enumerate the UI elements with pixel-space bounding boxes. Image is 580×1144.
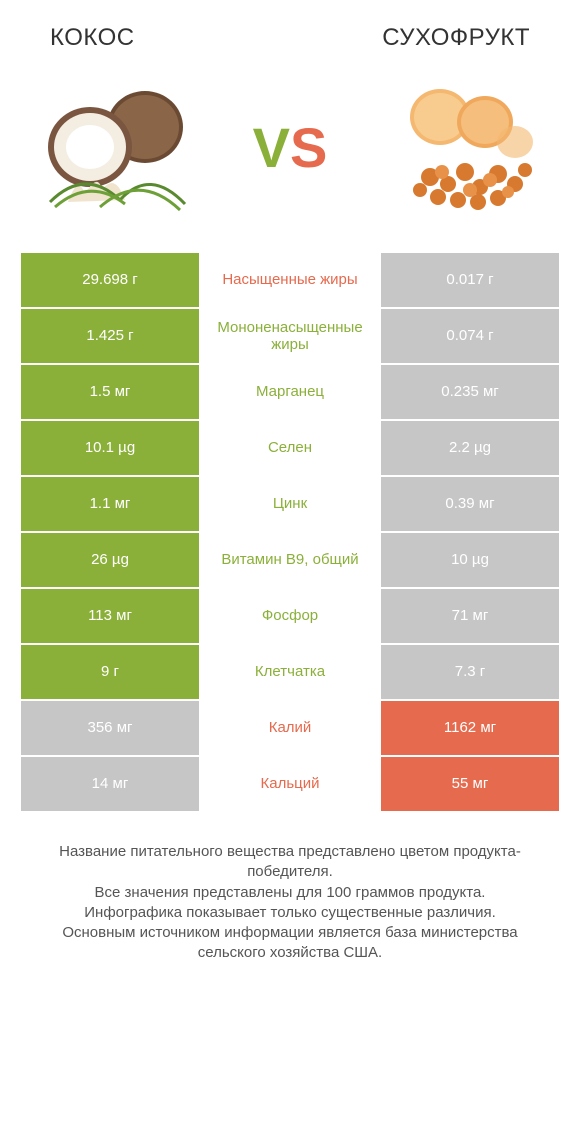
right-value-cell: 7.3 г [380, 644, 560, 700]
header: КОКОС СУХОФРУКТ [0, 0, 580, 62]
table-row: 1.1 мгЦинк0.39 мг [20, 476, 560, 532]
table-row: 26 µgВитамин B9, общий10 µg [20, 532, 560, 588]
vs-s: S [290, 116, 327, 179]
nutrient-label-cell: Марганец [200, 364, 380, 420]
comparison-table: 29.698 гНасыщенные жиры0.017 г1.425 гМон… [20, 252, 560, 812]
nutrient-label-cell: Насыщенные жиры [200, 252, 380, 308]
nutrient-label-cell: Фосфор [200, 588, 380, 644]
table-row: 1.425 гМононенасыщенные жиры0.074 г [20, 308, 560, 364]
vs-row: VS [0, 62, 580, 252]
right-value-cell: 0.39 мг [380, 476, 560, 532]
right-value-cell: 2.2 µg [380, 420, 560, 476]
vs-v: V [253, 116, 290, 179]
vs-label: VS [253, 115, 328, 180]
left-value-cell: 9 г [20, 644, 200, 700]
left-value-cell: 29.698 г [20, 252, 200, 308]
infographic-container: КОКОС СУХОФРУКТ VS [0, 0, 580, 964]
right-value-cell: 1162 мг [380, 700, 560, 756]
table-row: 9 гКлетчатка7.3 г [20, 644, 560, 700]
left-value-cell: 1.425 г [20, 308, 200, 364]
table-row: 14 мгКальций55 мг [20, 756, 560, 812]
table-row: 1.5 мгМарганец0.235 мг [20, 364, 560, 420]
right-value-cell: 0.017 г [380, 252, 560, 308]
footer-line: Основным источником информации является … [30, 923, 550, 964]
nutrient-label-cell: Селен [200, 420, 380, 476]
left-value-cell: 113 мг [20, 588, 200, 644]
nutrient-label-cell: Мононенасыщенные жиры [200, 308, 380, 364]
right-value-cell: 55 мг [380, 756, 560, 812]
left-value-cell: 14 мг [20, 756, 200, 812]
left-value-cell: 26 µg [20, 532, 200, 588]
footer-notes: Название питательного вещества представл… [30, 842, 550, 964]
coconut-image [30, 72, 200, 222]
table-row: 356 мгКалий1162 мг [20, 700, 560, 756]
nutrient-label-cell: Витамин B9, общий [200, 532, 380, 588]
left-value-cell: 10.1 µg [20, 420, 200, 476]
nutrient-label-cell: Калий [200, 700, 380, 756]
table-row: 29.698 гНасыщенные жиры0.017 г [20, 252, 560, 308]
left-value-cell: 1.5 мг [20, 364, 200, 420]
table-row: 10.1 µgСелен2.2 µg [20, 420, 560, 476]
left-value-cell: 356 мг [20, 700, 200, 756]
left-value-cell: 1.1 мг [20, 476, 200, 532]
driedfruit-image [380, 72, 550, 222]
nutrient-label-cell: Клетчатка [200, 644, 380, 700]
table-row: 113 мгФосфор71 мг [20, 588, 560, 644]
right-value-cell: 10 µg [380, 532, 560, 588]
title-left: КОКОС [50, 24, 135, 52]
right-value-cell: 0.235 мг [380, 364, 560, 420]
nutrient-label-cell: Цинк [200, 476, 380, 532]
title-right: СУХОФРУКТ [382, 24, 530, 52]
footer-line: Все значения представлены для 100 граммо… [30, 883, 550, 903]
footer-line: Название питательного вещества представл… [30, 842, 550, 883]
nutrient-label-cell: Кальций [200, 756, 380, 812]
right-value-cell: 0.074 г [380, 308, 560, 364]
right-value-cell: 71 мг [380, 588, 560, 644]
footer-line: Инфографика показывает только существенн… [30, 903, 550, 923]
